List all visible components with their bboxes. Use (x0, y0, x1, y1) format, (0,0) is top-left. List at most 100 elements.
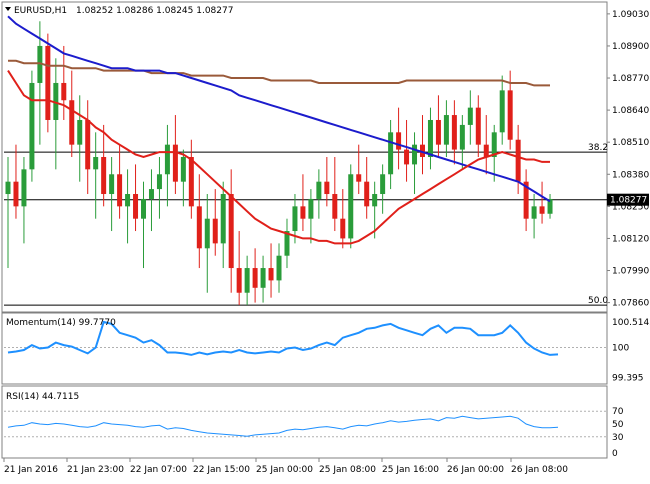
price-tick-label: 1.08640 (612, 106, 649, 116)
ma-fast-line (7, 70, 550, 245)
candle-body (507, 90, 513, 140)
current-price-box (607, 193, 649, 206)
rsi-tick-label: 0 (612, 449, 618, 459)
rsi-tick-label: 50 (612, 420, 624, 430)
candle-body (459, 124, 465, 150)
candle-body (45, 45, 51, 120)
triangle-down-icon[interactable] (5, 7, 11, 11)
candle-body (475, 107, 481, 145)
time-tick-label: 21 Jan 2016 (4, 465, 58, 475)
candle-body (148, 189, 154, 199)
price-tick-label: 1.08120 (612, 234, 649, 244)
momentum-line (7, 320, 559, 356)
candle-body (491, 132, 497, 157)
rsi-tick-label: 30 (612, 433, 624, 443)
ma-mid-line (7, 15, 551, 203)
candle-body (268, 268, 274, 281)
candle-body (180, 157, 186, 182)
candle-body (13, 181, 19, 207)
candle-body (348, 174, 354, 239)
time-tick-label: 22 Jan 15:00 (193, 465, 250, 475)
candle-body (300, 206, 306, 219)
candle-body (141, 198, 147, 219)
candle-body (252, 268, 258, 288)
candle-body (316, 181, 322, 199)
candle-body (451, 115, 457, 150)
candle-body (69, 100, 75, 145)
ma-slow-line (8, 59, 550, 87)
momentum-label: Momentum(14) 99.7770 (6, 318, 116, 328)
candle-body (499, 90, 505, 133)
time-tick-label: 21 Jan 23:00 (67, 465, 124, 475)
current-price-label: 1.08277 (610, 196, 647, 206)
time-tick-label: 26 Jan 08:00 (511, 465, 568, 475)
ohlc-values: 1.08252 1.08286 1.08245 1.08277 (76, 6, 233, 16)
rsi-panel-frame (1, 385, 608, 459)
candle-body (292, 206, 298, 232)
candle-body (204, 218, 210, 249)
candle-body (93, 157, 99, 170)
symbol-label: EURUSD,H1 (14, 6, 67, 16)
price-tick-label: 1.08770 (612, 74, 649, 84)
candle-body (539, 206, 545, 214)
candle-body (77, 119, 83, 145)
candle-body (523, 181, 529, 219)
candle-body (164, 144, 170, 175)
candle-body (276, 255, 282, 281)
price-tick-label: 1.07990 (612, 267, 649, 277)
candle-body (404, 149, 410, 165)
candle-body (125, 194, 131, 207)
candle-body (332, 194, 338, 219)
candle-body (188, 157, 194, 207)
candle-body (531, 206, 537, 219)
candle-body (308, 198, 314, 219)
candle-body (133, 194, 139, 219)
candle-body (547, 198, 553, 214)
candle-body (109, 174, 115, 195)
time-tick-label: 25 Jan 08:00 (319, 465, 376, 475)
fib-level-label: 50.0 (588, 296, 608, 306)
time-tick-label: 25 Jan 00:00 (256, 465, 313, 475)
price-tick-label: 1.08510 (612, 138, 649, 148)
candle-body (29, 82, 35, 170)
candle-body (467, 107, 473, 125)
candle-body (117, 174, 123, 207)
candle-body (284, 231, 290, 256)
candle-body (85, 119, 91, 170)
candle-body (61, 82, 67, 101)
momentum-tick-label: 99.395 (612, 373, 644, 383)
candle-body (196, 206, 202, 249)
candle-body (419, 144, 425, 157)
candle-body (37, 45, 43, 83)
candle-body (53, 82, 59, 120)
candle-body (372, 194, 378, 207)
candle-body (212, 218, 218, 244)
time-tick-label: 26 Jan 00:00 (447, 465, 504, 475)
candle-body (220, 194, 226, 244)
rsi-label: RSI(14) 44.7115 (6, 392, 79, 402)
candle-body (396, 132, 402, 150)
candle-body (356, 174, 362, 182)
candle-body (236, 268, 242, 293)
candle-body (443, 115, 449, 145)
candle-body (172, 144, 178, 182)
candle-body (260, 268, 266, 288)
candle-body (340, 218, 346, 239)
momentum-tick-label: 100.5143 (612, 318, 650, 328)
price-tick-label: 1.08900 (612, 42, 649, 52)
candle-body (156, 174, 162, 190)
candle-body (380, 174, 386, 195)
candle-body (101, 157, 107, 195)
candle-body (5, 181, 11, 195)
candle-body (483, 144, 489, 157)
time-tick-label: 22 Jan 07:00 (130, 465, 187, 475)
price-tick-label: 1.08250 (612, 202, 649, 212)
candle-body (388, 132, 394, 175)
momentum-tick-label: 100 (612, 344, 629, 354)
candle-body (324, 181, 330, 195)
main-panel-frame (1, 1, 608, 313)
candle-body (244, 268, 250, 293)
candle-body (435, 119, 441, 145)
